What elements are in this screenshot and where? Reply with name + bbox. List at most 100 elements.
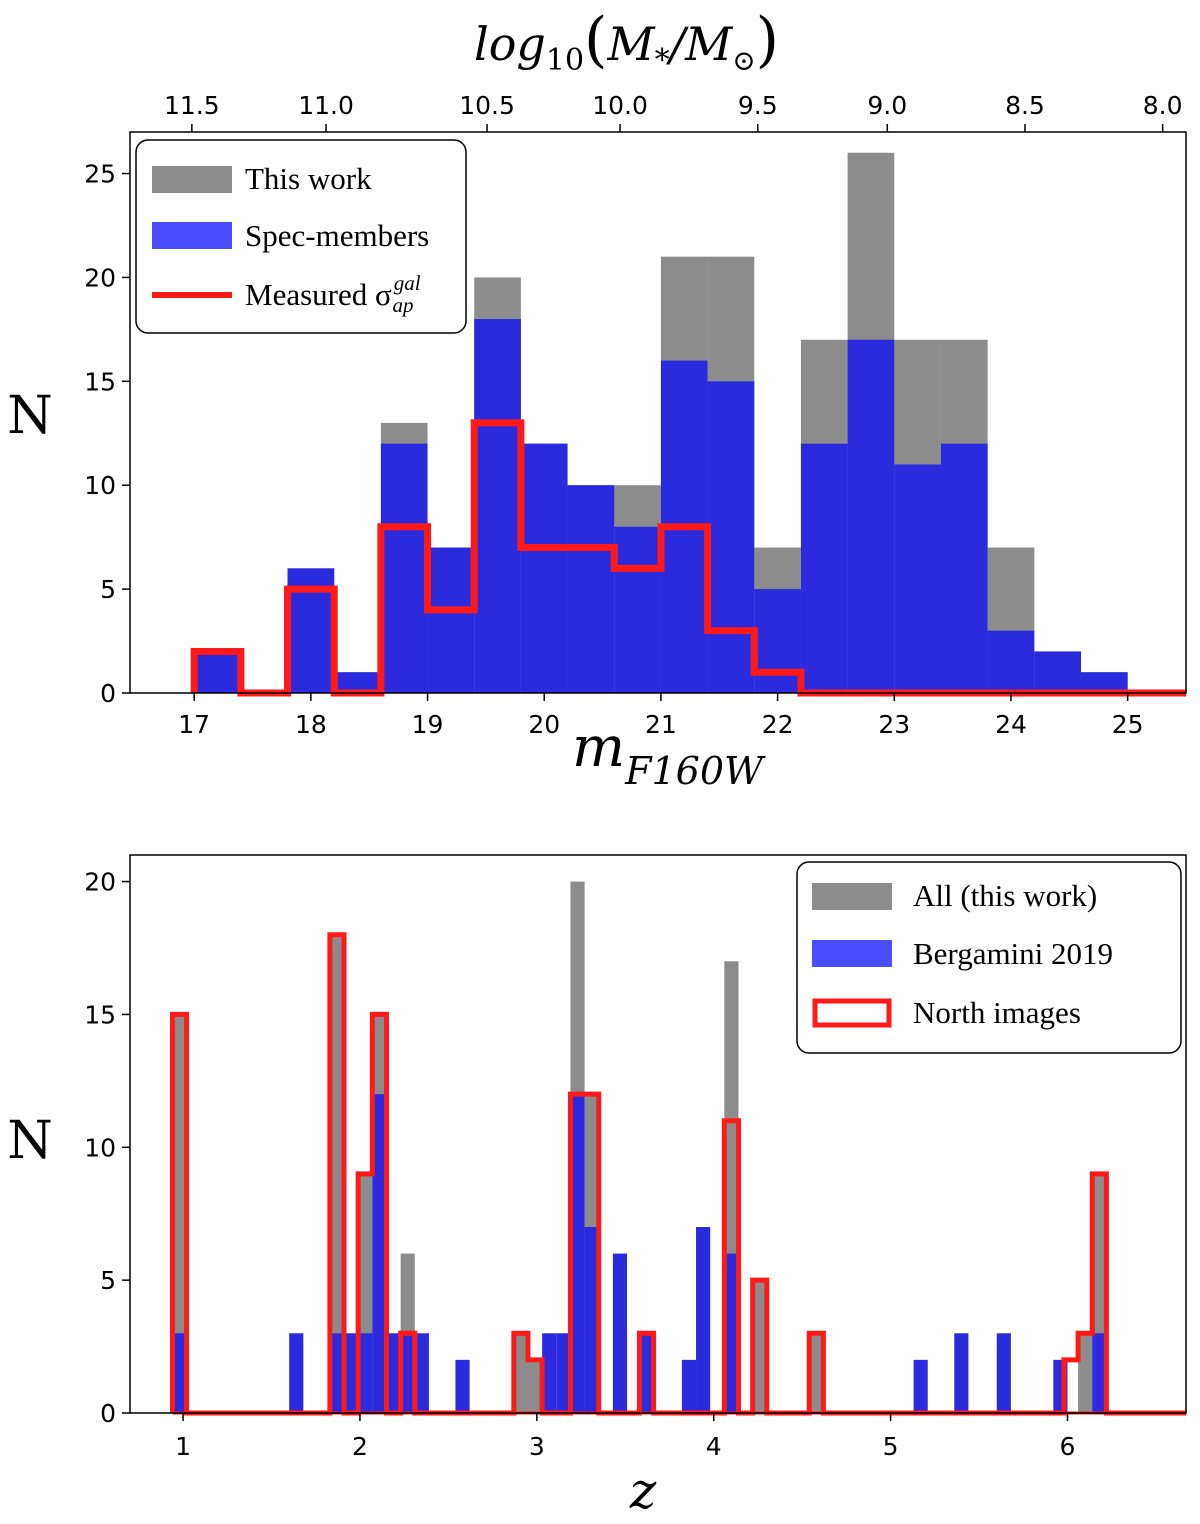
spec-members-bar-15 bbox=[894, 464, 941, 693]
top-histogram-panel: 17 18 19 20 21 22 23 24 25 0 5 10 15 20 25 11.5 11.0 10… bbox=[7, 5, 1187, 793]
top-x-tick-label: 25 bbox=[1112, 710, 1144, 739]
bergamini-bar-19 bbox=[913, 1359, 928, 1413]
mass-tick-label: 11.0 bbox=[298, 91, 354, 120]
top-xlabel: mF160W bbox=[572, 715, 766, 793]
bottom-y-tick-label: 0 bbox=[100, 1399, 116, 1428]
all-this-work-bar-0 bbox=[172, 1014, 187, 1413]
all-this-work-bar-12 bbox=[809, 1333, 824, 1413]
spec-members-bar-13 bbox=[800, 443, 848, 693]
bergamini-bar-1 bbox=[289, 1333, 304, 1413]
spec-members-bar-11 bbox=[707, 381, 755, 693]
spec-members-bar-0 bbox=[194, 651, 241, 693]
all-this-work-bar-11 bbox=[752, 1280, 767, 1413]
bottom-x-ticks: 1 2 3 4 5 6 bbox=[175, 1413, 1075, 1461]
bergamini-bar-8 bbox=[414, 1333, 429, 1413]
legend-label-all-this-work: All (this work) bbox=[913, 878, 1097, 913]
bergamini-bar-15 bbox=[639, 1333, 654, 1413]
bottom-x-tick-label: 1 bbox=[175, 1432, 191, 1461]
bergamini-bar-6 bbox=[386, 1333, 401, 1413]
bergamini-2019-bars bbox=[172, 1094, 1107, 1413]
all-this-work-bar-6 bbox=[527, 1359, 543, 1413]
spec-members-bar-3 bbox=[334, 672, 381, 693]
top-x-tick-label: 18 bbox=[295, 710, 327, 739]
top-legend: This work Spec-members Measured σgal ap bbox=[135, 139, 467, 334]
bergamini-bar-23 bbox=[1092, 1333, 1107, 1413]
legend-label-this-work: This work bbox=[245, 161, 372, 196]
bergamini-bar-5 bbox=[372, 1094, 387, 1413]
spec-members-bar-17 bbox=[987, 630, 1035, 693]
bottom-x-tick-label: 5 bbox=[883, 1432, 899, 1461]
bergamini-bar-17 bbox=[696, 1227, 711, 1413]
spec-members-bar-12 bbox=[754, 589, 801, 693]
bergamini-bar-4 bbox=[358, 1333, 373, 1413]
top-x-tick-label: 19 bbox=[412, 710, 444, 739]
spec-members-bar-14 bbox=[847, 339, 895, 693]
all-this-work-bar-5 bbox=[513, 1333, 528, 1413]
legend-label-north-images: North images bbox=[913, 995, 1081, 1030]
top-y-tick-label: 20 bbox=[84, 263, 116, 292]
legend-swatch-north-images bbox=[812, 998, 892, 1028]
top-y-ticks: 0 5 10 15 20 25 bbox=[84, 160, 130, 708]
legend-label-measured-sigma: Measured σgal ap bbox=[245, 271, 421, 317]
bottom-ylabel: N bbox=[7, 1111, 53, 1171]
bergamini-bar-2 bbox=[329, 1333, 345, 1413]
bottom-x-tick-label: 4 bbox=[706, 1432, 722, 1461]
legend-swatch-bergamini bbox=[812, 940, 892, 967]
top-y-tick-label: 15 bbox=[84, 367, 116, 396]
top-y-tick-label: 25 bbox=[84, 160, 116, 189]
spec-members-bar-7 bbox=[520, 443, 568, 693]
spec-members-bar-8 bbox=[567, 485, 615, 693]
bergamini-bar-16 bbox=[681, 1359, 697, 1413]
top-x-tick-label: 20 bbox=[528, 710, 560, 739]
mass-tick-label: 8.5 bbox=[1005, 91, 1045, 120]
spec-members-bar-19 bbox=[1080, 672, 1128, 693]
legend-label-spec-members: Spec-members bbox=[245, 218, 429, 253]
bergamini-bar-10 bbox=[542, 1333, 557, 1413]
top-axes-frame bbox=[129, 131, 1187, 694]
spec-members-bar-6 bbox=[474, 319, 521, 693]
bergamini-bar-0 bbox=[172, 1333, 187, 1413]
bergamini-bar-3 bbox=[344, 1333, 359, 1413]
legend-swatch-this-work bbox=[152, 166, 232, 193]
bottom-y-tick-label: 20 bbox=[84, 868, 116, 897]
bergamini-bar-21 bbox=[996, 1333, 1011, 1413]
stellar-mass-ticks: 11.5 11.0 10.5 10.0 9.5 9.0 8.5 8.0 bbox=[164, 91, 1183, 132]
bottom-legend-box bbox=[796, 861, 1182, 1054]
top-y-tick-label: 5 bbox=[100, 575, 116, 604]
mass-tick-label: 9.5 bbox=[738, 91, 778, 120]
spec-members-bar-9 bbox=[614, 526, 661, 693]
all-this-work-bar-13 bbox=[1078, 1333, 1093, 1413]
spec-members-bar-16 bbox=[940, 443, 988, 693]
top-bottom-x-ticks: 17 18 19 20 21 22 23 24 25 bbox=[178, 693, 1144, 739]
mass-tick-label: 10.0 bbox=[592, 91, 648, 120]
bottom-xlabel: z bbox=[629, 1462, 657, 1520]
bottom-x-tick-label: 6 bbox=[1060, 1432, 1076, 1461]
bergamini-bar-13 bbox=[584, 1227, 599, 1413]
bergamini-bar-18 bbox=[724, 1253, 739, 1413]
mass-tick-label: 10.5 bbox=[459, 91, 515, 120]
bottom-y-tick-label: 15 bbox=[84, 1000, 116, 1029]
top-x-tick-label: 21 bbox=[645, 710, 677, 739]
bergamini-bar-11 bbox=[556, 1333, 571, 1413]
bottom-y-tick-label: 10 bbox=[84, 1133, 116, 1162]
all-this-work-bar-1 bbox=[329, 934, 345, 1413]
spec-members-bar-4 bbox=[380, 443, 428, 693]
spec-members-bars bbox=[194, 319, 1128, 693]
bergamini-bar-9 bbox=[455, 1359, 470, 1413]
bottom-y-tick-label: 5 bbox=[100, 1266, 116, 1295]
mass-tick-label: 11.5 bbox=[164, 91, 220, 120]
bottom-legend: All (this work) Bergamini 2019 North ima… bbox=[796, 861, 1182, 1054]
legend-swatch-spec-members bbox=[152, 222, 232, 249]
mass-tick-label: 9.0 bbox=[867, 91, 907, 120]
bergamini-bar-14 bbox=[612, 1253, 628, 1413]
top-x-tick-label: 22 bbox=[762, 710, 794, 739]
top-ylabel: N bbox=[7, 386, 53, 446]
bergamini-bar-7 bbox=[400, 1333, 415, 1413]
top-axis-label: log10(M*/M⊙) bbox=[474, 5, 779, 78]
mass-tick-label: 8.0 bbox=[1143, 91, 1183, 120]
top-x-tick-label: 24 bbox=[995, 710, 1027, 739]
spec-members-bar-18 bbox=[1034, 651, 1081, 693]
bottom-x-tick-label: 2 bbox=[352, 1432, 368, 1461]
bottom-x-tick-label: 3 bbox=[529, 1432, 545, 1461]
